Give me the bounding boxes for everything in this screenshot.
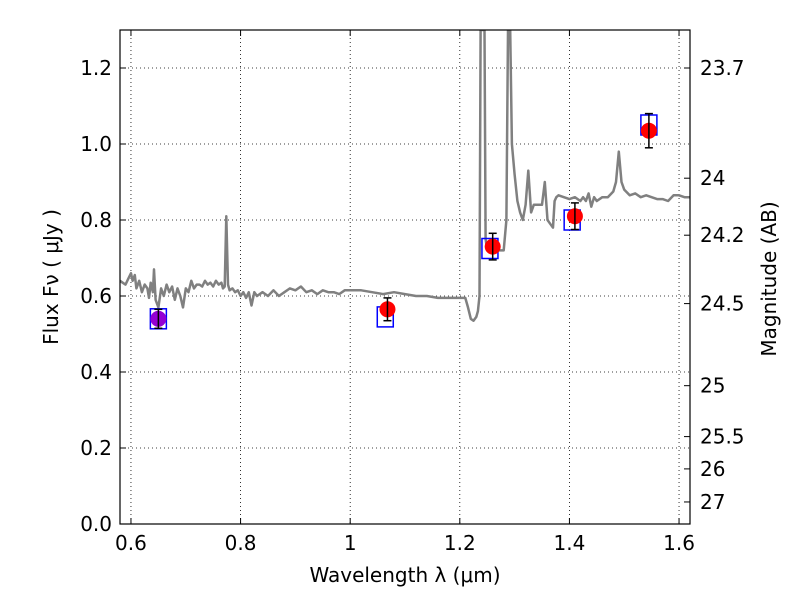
- right-tick-label: 26: [700, 457, 725, 481]
- right-tick-label: 27: [700, 490, 725, 514]
- right-tick-label: 24: [700, 166, 725, 190]
- x-tick-label: 0.6: [115, 531, 147, 555]
- plot-frame: [119, 29, 691, 525]
- series-layer: [120, 30, 690, 330]
- y-tick-label: 0.0: [80, 512, 112, 536]
- x-axis-label: Wavelength λ (μm): [309, 563, 500, 587]
- ticks-layer: 0.6 0.8 1 1.2 1.4 1.6 0.0 0.2 0.4 0.6 0.8 1.0 1.2 23.…: [80, 30, 745, 555]
- spectrum-line: [120, 30, 690, 322]
- x-tick-label: 0.8: [225, 531, 257, 555]
- right-tick-label: 23.7: [700, 56, 745, 80]
- right-tick-label: 25: [700, 374, 725, 398]
- right-tick-label: 24.5: [700, 292, 745, 316]
- x-tick-label: 1.6: [663, 531, 695, 555]
- y-tick-label: 1.0: [80, 132, 112, 156]
- y-axis-label: Flux Fν ( μJy ): [39, 209, 63, 345]
- y-tick-label: 1.2: [80, 56, 112, 80]
- x-tick-label: 1.2: [444, 531, 476, 555]
- x-tick-label: 1: [344, 531, 357, 555]
- y-tick-label: 0.4: [80, 360, 112, 384]
- x-tick-label: 1.4: [554, 531, 586, 555]
- y-tick-label: 0.6: [80, 284, 112, 308]
- right-tick-label: 24.2: [700, 223, 745, 247]
- y-tick-label: 0.8: [80, 208, 112, 232]
- grid-layer: [120, 30, 690, 525]
- right-tick-label: 25.5: [700, 425, 745, 449]
- y-axis-label-right: Magnitude (AB): [757, 201, 781, 356]
- y-tick-label: 0.2: [80, 436, 112, 460]
